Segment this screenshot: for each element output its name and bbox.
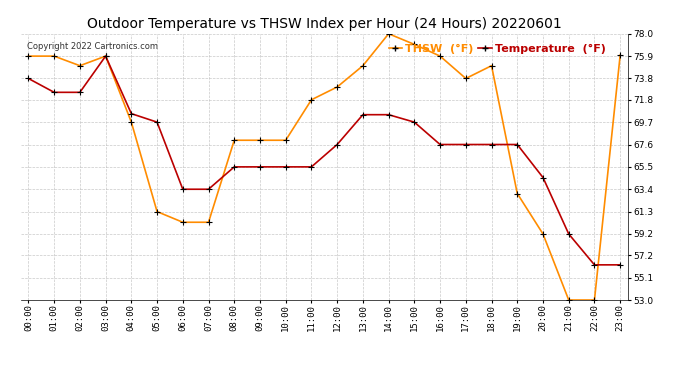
Text: Copyright 2022 Cartronics.com: Copyright 2022 Cartronics.com: [27, 42, 158, 51]
Title: Outdoor Temperature vs THSW Index per Hour (24 Hours) 20220601: Outdoor Temperature vs THSW Index per Ho…: [87, 17, 562, 31]
Legend: THSW  (°F), Temperature  (°F): THSW (°F), Temperature (°F): [384, 39, 610, 58]
